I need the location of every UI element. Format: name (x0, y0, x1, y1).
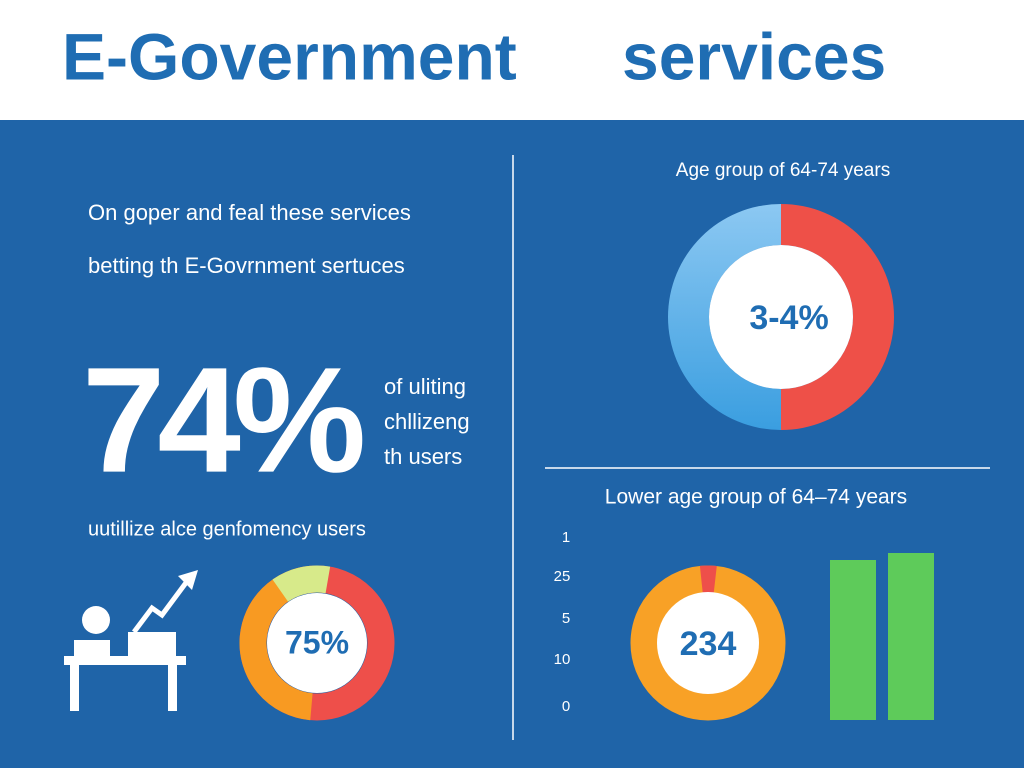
person-icon (64, 570, 198, 711)
donut-label: 75% (285, 624, 349, 660)
donut-label: 3-4% (749, 299, 828, 337)
axis-label: 0 (562, 698, 570, 715)
donut (668, 204, 894, 430)
title: services (622, 19, 886, 93)
section-title: Lower age group of 64–74 years (605, 486, 907, 509)
intro-line: betting th E-Govrnment sertuces (88, 253, 405, 278)
donut-label: 234 (680, 625, 737, 663)
title: E-Government (62, 19, 517, 93)
stat-note: chllizeng (384, 409, 470, 434)
section-title: Age group of 64-74 years (676, 160, 890, 181)
axis-label: 5 (562, 610, 570, 627)
caption: uutillize alce genfomency users (88, 518, 366, 540)
stat-note: of uliting (384, 374, 466, 399)
intro-line: On goper and feal these services (88, 200, 411, 225)
axis-label: 25 (554, 568, 571, 585)
donut (239, 565, 395, 721)
bar (830, 560, 876, 720)
bar (888, 553, 934, 720)
big-stat: 74% (82, 336, 363, 504)
axis-label: 10 (554, 651, 571, 668)
header-bg (0, 0, 1024, 120)
donut (630, 565, 786, 721)
axis-label: 1 (562, 529, 570, 546)
stat-note: th users (384, 444, 462, 469)
